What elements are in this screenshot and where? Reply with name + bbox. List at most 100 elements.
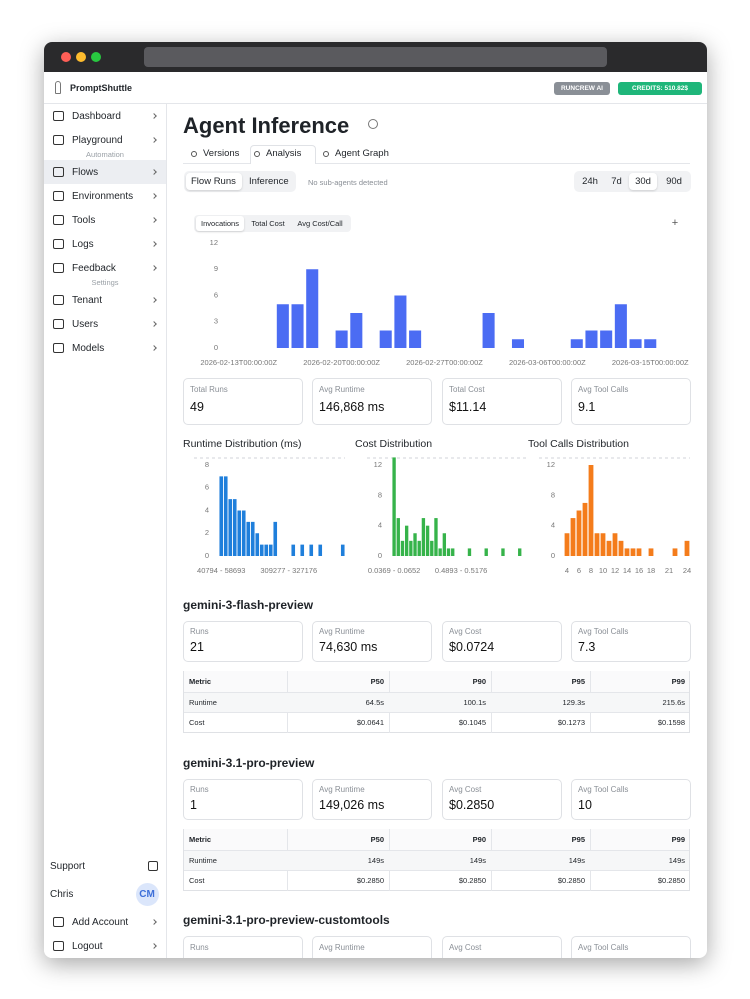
nav-icon <box>53 941 64 951</box>
tabs-underline <box>183 163 690 164</box>
x-tick-label: 24 <box>683 566 691 575</box>
chart-tab[interactable]: Invocations <box>201 219 239 228</box>
add-chart-button[interactable]: + <box>671 216 679 229</box>
support-link[interactable]: Support <box>50 860 86 872</box>
x-tick-label: 6 <box>577 566 581 575</box>
nav-item[interactable]: Playground <box>72 134 123 146</box>
model-name: gemini-3.1-pro-preview-customtools <box>183 913 390 927</box>
nav-item[interactable]: Logs <box>72 238 94 250</box>
bar <box>255 533 260 556</box>
stat-card <box>442 378 562 425</box>
x-tick-label: 2026-02-13T00:00:00Z <box>200 358 277 367</box>
bar <box>306 269 319 348</box>
y-tick-label: 0 <box>378 551 382 560</box>
tab[interactable]: Analysis <box>266 148 302 159</box>
nav-item[interactable]: Environments <box>72 190 134 202</box>
tab[interactable]: Versions <box>203 148 240 159</box>
bar <box>430 540 434 556</box>
user-name: Chris <box>50 888 74 900</box>
row-border <box>184 712 689 713</box>
bar <box>425 525 430 556</box>
bar <box>600 533 606 556</box>
bar <box>417 540 421 556</box>
bar <box>588 465 594 556</box>
subtab[interactable]: Inference <box>249 176 289 187</box>
nav-icon <box>53 239 64 249</box>
column-header: P50 <box>370 677 384 686</box>
bar <box>413 533 417 556</box>
stat-card <box>442 621 562 662</box>
bar <box>318 544 323 556</box>
x-tick-label: 0.0369 - 0.0652 <box>368 566 421 575</box>
avatar-initials: CM <box>139 888 155 900</box>
stat-card <box>312 779 432 820</box>
window-button[interactable] <box>76 52 86 62</box>
nav-item[interactable]: Dashboard <box>72 110 121 122</box>
x-tick-label: 14 <box>623 566 631 575</box>
bar <box>434 518 438 556</box>
y-tick-label: 6 <box>205 483 209 492</box>
x-tick-label: 8 <box>589 566 593 575</box>
stat-value: 9.1 <box>578 399 596 414</box>
tab[interactable]: Agent Graph <box>335 148 389 159</box>
address-bar[interactable] <box>144 47 607 67</box>
chart-tab[interactable]: Total Cost <box>251 219 285 228</box>
row-border <box>184 692 689 693</box>
nav-item[interactable]: Tools <box>72 214 96 226</box>
chart-tab[interactable]: Avg Cost/Call <box>297 219 343 228</box>
table-cell: 149s <box>568 855 585 865</box>
app-name[interactable]: PromptShuttle <box>70 83 132 93</box>
stat-label: Avg Cost <box>449 627 482 636</box>
settings-icon[interactable] <box>368 119 378 129</box>
column-header: P99 <box>671 677 685 686</box>
stat-value: 149,026 ms <box>319 797 385 812</box>
bar <box>300 544 305 556</box>
bar <box>259 544 264 556</box>
window-button[interactable] <box>61 52 71 62</box>
page-title: Agent Inference <box>183 112 350 138</box>
bar <box>219 476 224 556</box>
range-button[interactable]: 7d <box>611 176 622 187</box>
footer-action[interactable]: Logout <box>72 940 103 952</box>
table-row-bg <box>184 829 689 850</box>
nav-item[interactable]: Feedback <box>72 262 116 274</box>
model-name: gemini-3.1-pro-preview <box>183 756 315 770</box>
bar <box>636 548 642 556</box>
bar <box>223 476 228 556</box>
range-button[interactable]: 30d <box>635 176 651 187</box>
bar <box>250 521 255 556</box>
nav-item[interactable]: Tenant <box>72 294 103 306</box>
bar <box>291 544 296 556</box>
stat-label: Total Cost <box>449 385 485 394</box>
column-header: Metric <box>189 835 212 844</box>
subtab[interactable]: Flow Runs <box>191 176 236 187</box>
x-tick-label: 0.4893 - 0.5176 <box>435 566 488 575</box>
table-cell: 129.3s <box>562 697 585 707</box>
table-row-bg <box>184 692 689 712</box>
y-tick-label: 4 <box>205 505 209 514</box>
x-tick-label: 40794 - 58693 <box>197 566 245 575</box>
bar <box>501 548 505 556</box>
bar <box>276 304 289 348</box>
window-button[interactable] <box>91 52 101 62</box>
bar <box>570 339 583 348</box>
stat-label: Total Runs <box>190 385 228 394</box>
stat-label: Avg Runtime <box>319 385 365 394</box>
stat-value: 21 <box>190 639 204 654</box>
y-tick-label: 9 <box>214 264 218 273</box>
nav-item[interactable]: Models <box>72 342 105 354</box>
range-button[interactable]: 24h <box>582 176 598 187</box>
bar <box>268 544 273 556</box>
nav-icon <box>53 135 64 145</box>
nav-item[interactable]: Users <box>72 318 99 330</box>
stat-card <box>571 779 691 820</box>
nav-item[interactable]: Flows <box>72 166 99 178</box>
stat-value: 10 <box>578 797 592 812</box>
footer-action[interactable]: Add Account <box>72 916 129 928</box>
badge[interactable]: CREDITS: 510.82$ <box>618 82 702 95</box>
stat-card <box>442 936 562 958</box>
table-cell: 215.6s <box>662 697 685 707</box>
bar <box>630 548 636 556</box>
row-label: Cost <box>189 718 205 727</box>
range-button[interactable]: 90d <box>666 176 682 187</box>
